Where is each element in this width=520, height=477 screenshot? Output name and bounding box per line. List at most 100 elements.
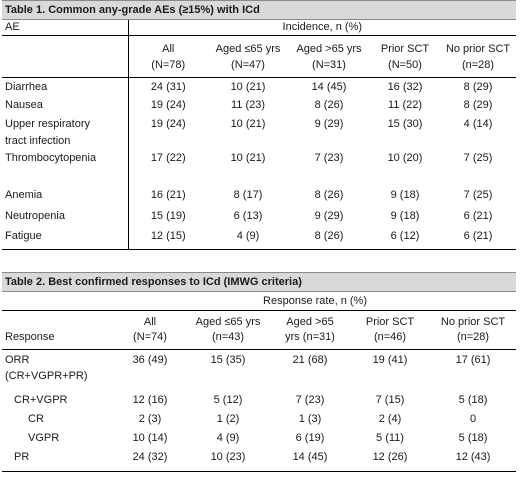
col-header: Aged ≤65 yrs — [215, 43, 281, 55]
cell: 1 (3) — [298, 413, 322, 425]
table2: Table 2. Best confirmed responses to ICd… — [2, 272, 517, 472]
row-label: PR — [14, 451, 30, 463]
cell: 8 (29) — [463, 81, 493, 93]
cell: 8 (17) — [233, 188, 263, 201]
table1-header-row: AE Incidence, n (%) — [2, 20, 517, 36]
cell: 5 (11) — [376, 432, 404, 444]
cell: 6 (13) — [233, 209, 263, 222]
rate-header: Response rate, n (%) — [114, 292, 517, 311]
col-header-n: (n=28) — [430, 330, 517, 350]
cell: 4 (9) — [236, 229, 260, 242]
cell: 10 (23) — [210, 451, 246, 463]
table1: Table 1. Common any-grade AEs (≥15%) wit… — [2, 0, 517, 250]
ae-header: AE — [2, 20, 129, 36]
cell: 2 (3) — [138, 413, 162, 425]
cell: 7 (25) — [463, 151, 493, 164]
cell: 11 (22) — [387, 98, 423, 111]
cell: 15 (30) — [387, 117, 423, 130]
row-label: Upper respiratory — [2, 114, 129, 134]
cell: 7 (23) — [295, 394, 325, 406]
col-header: No prior SCT — [445, 43, 511, 55]
cell: 10 (20) — [387, 151, 423, 164]
cell: 6 (21) — [463, 209, 493, 222]
row-label: Fatigue — [2, 225, 129, 249]
cell: 10 (21) — [230, 81, 266, 93]
cell: 16 (21) — [150, 188, 186, 201]
col-header: Aged ≤65 yrs — [195, 315, 261, 328]
cell: 12 (16) — [132, 394, 168, 406]
cell: 17 (61) — [455, 353, 491, 366]
table1-title: Table 1. Common any-grade AEs (≥15%) wit… — [2, 0, 516, 20]
table-row: CR+VGPR 12 (16) 5 (12) 7 (23) 7 (15) 5 (… — [2, 393, 516, 412]
col-header: Prior SCT — [365, 315, 415, 328]
cell: 9 (18) — [390, 188, 420, 201]
cell: 5 (18) — [458, 394, 488, 406]
cell: 24 (31) — [150, 81, 186, 93]
col-header: Aged >65 yrs — [296, 43, 362, 55]
col-header-n: (n=28) — [440, 57, 517, 78]
table2-grid: Response rate, n (%) All Aged ≤65 yrs Ag… — [2, 292, 517, 471]
table-row: CR 2 (3) 1 (2) 1 (3) 2 (4) 0 — [2, 412, 516, 431]
table1-col-header-2: (N=78) (N=47) (N=31) (N=50) (n=28) — [2, 57, 517, 78]
col-header: Prior SCT — [380, 43, 430, 55]
row-label: Thrombocytopenia — [2, 150, 129, 184]
col-header: All — [162, 43, 175, 55]
cell: 14 (45) — [292, 451, 328, 463]
cell: 6 (19) — [295, 432, 325, 444]
cell: 8 (29) — [463, 98, 493, 111]
row-label: Neutropenia — [2, 204, 129, 226]
cell: 6 (12) — [390, 229, 420, 242]
cell: 10 (14) — [132, 432, 168, 444]
cell: 14 (45) — [311, 81, 347, 93]
cell: 12 (15) — [150, 229, 186, 242]
cell: 8 (26) — [314, 98, 344, 111]
cell: 12 (26) — [372, 451, 408, 463]
cell: 17 (22) — [150, 151, 186, 164]
table1-bottom-rule — [2, 248, 516, 250]
cell: 9 (18) — [390, 209, 420, 222]
row-label: VGPR — [28, 432, 60, 444]
table-row: ORR 36 (49) 15 (35) 21 (68) 19 (41) 17 (… — [2, 349, 516, 368]
table-row: Diarrhea 24 (31) 10 (21) 14 (45) 16 (32)… — [2, 77, 516, 96]
table-row: PR 24 (32) 10 (23) 14 (45) 12 (26) 12 (4… — [2, 450, 516, 471]
cell: 7 (23) — [314, 151, 344, 164]
table2-col-header-2: Response (N=74) (n=43) yrs (n=31) (n=46)… — [2, 330, 517, 350]
col-header-n: (n=46) — [350, 330, 430, 350]
col-header-n: (N=78) — [128, 57, 208, 78]
table-row-continuation: (CR+VGPR+PR) — [2, 368, 516, 393]
response-header: Response — [2, 330, 114, 350]
table-row: Anemia 16 (21) 8 (17) 8 (26) 9 (18) 7 (2… — [2, 183, 516, 205]
table-row: Thrombocytopenia 17 (22) 10 (21) 7 (23) … — [2, 150, 516, 184]
cell: 15 (35) — [210, 353, 246, 366]
cell: 11 (23) — [230, 98, 266, 111]
row-label: Anemia — [2, 183, 129, 205]
table-row: Neutropenia 15 (19) 6 (13) 9 (29) 9 (18)… — [2, 204, 516, 226]
row-label: CR — [28, 413, 44, 425]
table-row-continuation: tract infection — [2, 133, 516, 151]
row-label: CR+VGPR — [14, 394, 68, 406]
cell: 19 (24) — [150, 98, 186, 111]
row-label: Diarrhea — [2, 77, 129, 96]
col-header-n: yrs (n=31) — [270, 330, 350, 350]
cell: 7 (15) — [375, 394, 405, 406]
row-label-line2: (CR+VGPR+PR) — [5, 370, 88, 382]
cell: 24 (32) — [132, 451, 168, 463]
table2-bottom-rule — [2, 471, 516, 472]
table2-col-header-1: All Aged ≤65 yrs Aged >65 Prior SCT No p… — [2, 310, 516, 330]
cell: 0 — [469, 413, 477, 425]
table-row: VGPR 10 (14) 4 (9) 6 (19) 5 (11) 5 (18) — [2, 431, 516, 450]
cell: 36 (49) — [132, 353, 168, 366]
col-header-n: (N=31) — [288, 57, 370, 78]
cell: 4 (14) — [463, 117, 493, 130]
col-header-n: (n=43) — [186, 330, 270, 350]
row-label-line2: tract infection — [2, 133, 129, 151]
cell: 8 (26) — [314, 188, 344, 201]
cell: 9 (29) — [314, 209, 344, 222]
cell: 19 (41) — [372, 353, 408, 366]
table2-header-row: Response rate, n (%) — [2, 292, 517, 311]
cell: 2 (4) — [378, 413, 402, 425]
table-row: Fatigue 12 (15) 4 (9) 8 (26) 6 (12) 6 (2… — [2, 225, 516, 249]
col-header-n: (N=47) — [208, 57, 288, 78]
col-header: No prior SCT — [440, 315, 506, 328]
table1-col-header-1: All Aged ≤65 yrs Aged >65 yrs Prior SCT … — [2, 35, 516, 58]
